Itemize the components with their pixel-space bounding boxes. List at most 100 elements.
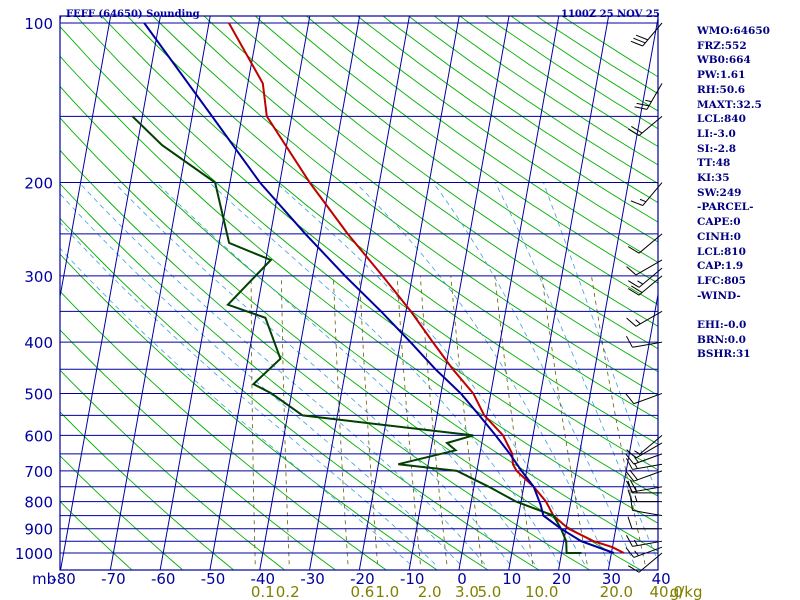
y-tick-label: 200 bbox=[24, 175, 53, 193]
wind-barb bbox=[626, 310, 663, 327]
wind-barb bbox=[625, 546, 663, 558]
wind-feather bbox=[625, 393, 635, 405]
mixing-ratio-label: 2.0 bbox=[418, 583, 442, 600]
stat-line: WMO:64650 bbox=[697, 25, 770, 37]
y-tick-label: 300 bbox=[24, 268, 53, 286]
wind-feather bbox=[645, 99, 652, 103]
wind-barb bbox=[627, 552, 663, 573]
dry-adiabat bbox=[60, 500, 133, 570]
wind-barb bbox=[626, 442, 663, 459]
wind-shaft bbox=[642, 22, 663, 47]
isotherm bbox=[458, 16, 560, 570]
wind-barb bbox=[634, 83, 663, 110]
mixing-ratio-line bbox=[359, 275, 378, 565]
mixing-ratio-line bbox=[591, 275, 646, 565]
wind-feather bbox=[625, 480, 633, 493]
wind-feather bbox=[634, 106, 648, 110]
isotherm bbox=[408, 16, 510, 570]
x-tick-label: -60 bbox=[151, 570, 176, 588]
wind-barb bbox=[625, 335, 663, 348]
dry-adiabat bbox=[60, 253, 438, 570]
y-tick-label: 100 bbox=[24, 15, 53, 33]
stat-line: LI:-3.0 bbox=[697, 127, 736, 140]
wind-feather bbox=[627, 280, 640, 288]
dry-adiabat bbox=[280, 16, 658, 284]
wind-shaft bbox=[635, 259, 663, 276]
x-tick-label: 10 bbox=[502, 570, 521, 588]
plot-frame bbox=[59, 15, 659, 571]
wind-barb bbox=[625, 535, 663, 547]
wind-feather bbox=[630, 200, 643, 206]
wind-feather bbox=[631, 125, 643, 134]
wind-feather bbox=[625, 335, 633, 348]
wind-barb bbox=[630, 182, 663, 206]
stat-line: -WIND- bbox=[697, 289, 741, 302]
stat-line: KI:35 bbox=[697, 172, 730, 185]
mixing-ratio-line bbox=[450, 275, 483, 565]
mixing-ratio-label: 0.2 bbox=[276, 583, 300, 600]
moist-adiabat bbox=[78, 182, 486, 565]
wind-feather bbox=[627, 565, 640, 573]
wind-feather bbox=[629, 469, 638, 481]
mixing-ratio-label: 1.0 bbox=[375, 583, 399, 600]
stat-line: SI:-2.8 bbox=[697, 142, 736, 155]
moist-adiabat bbox=[209, 182, 560, 565]
dry-adiabat bbox=[203, 16, 658, 350]
dry-adiabat bbox=[254, 16, 658, 306]
plot-area bbox=[0, 0, 658, 575]
moist-adiabat bbox=[113, 182, 511, 565]
moist-adiabat bbox=[156, 182, 536, 565]
y-unit-label: mb bbox=[32, 570, 56, 588]
isotherm bbox=[508, 16, 610, 570]
wind-shaft bbox=[632, 509, 663, 517]
mixing-ratio-label: 0.6 bbox=[350, 583, 374, 600]
y-tick-label: 600 bbox=[24, 427, 53, 445]
x-tick-label: 20 bbox=[552, 570, 571, 588]
mixing-ratio-label: g/kg bbox=[670, 583, 703, 600]
stat-line: WB0:664 bbox=[697, 54, 751, 67]
isotherm bbox=[60, 16, 112, 300]
stat-line: TT:48 bbox=[697, 157, 731, 170]
x-tick-label: 40 bbox=[652, 570, 671, 588]
dry-adiabat bbox=[60, 183, 540, 570]
stat-line: SW:249 bbox=[697, 186, 742, 199]
wind-feather bbox=[633, 37, 646, 44]
wind-feather bbox=[625, 547, 635, 558]
x-tick-label: -80 bbox=[51, 570, 76, 588]
moist-adiabat bbox=[275, 182, 585, 565]
wind-feather bbox=[625, 458, 633, 470]
stat-line: BRN:0.0 bbox=[697, 333, 746, 346]
wind-feather bbox=[627, 516, 633, 529]
isotherm bbox=[259, 16, 361, 570]
dry-adiabat bbox=[305, 16, 658, 263]
mixing-ratio-label: 10.0 bbox=[525, 583, 558, 600]
isotherm bbox=[109, 16, 211, 570]
dry-adiabat bbox=[60, 290, 387, 570]
stat-line: LCL:810 bbox=[697, 245, 746, 258]
stat-line: PW:1.61 bbox=[697, 69, 746, 82]
wind-profile bbox=[625, 22, 663, 573]
isotherm bbox=[558, 16, 658, 570]
stat-line: BSHR:31 bbox=[697, 348, 751, 361]
moist-adiabat bbox=[60, 247, 411, 565]
stat-line: EHI:-0.0 bbox=[697, 319, 747, 332]
wind-barb bbox=[627, 489, 662, 503]
wind-barb bbox=[625, 453, 663, 465]
stat-line: LCL:840 bbox=[697, 113, 746, 126]
dry-adiabat bbox=[60, 369, 286, 570]
wind-feather bbox=[627, 246, 640, 254]
y-tick-label: 1000 bbox=[15, 545, 53, 563]
wind-shaft bbox=[638, 275, 663, 296]
wind-barb bbox=[634, 435, 663, 456]
wind-barb bbox=[625, 392, 663, 405]
stat-line: -PARCEL- bbox=[697, 201, 754, 214]
wind-shaft bbox=[632, 486, 663, 493]
mixing-ratio-line bbox=[250, 275, 256, 565]
wind-barb bbox=[626, 259, 663, 276]
x-tick-label: -40 bbox=[251, 570, 276, 588]
wind-feather bbox=[627, 288, 640, 296]
y-tick-label: 800 bbox=[24, 494, 53, 512]
isotherm bbox=[0, 0, 31, 575]
wind-feather bbox=[630, 497, 633, 511]
temperature-profile bbox=[228, 22, 625, 554]
